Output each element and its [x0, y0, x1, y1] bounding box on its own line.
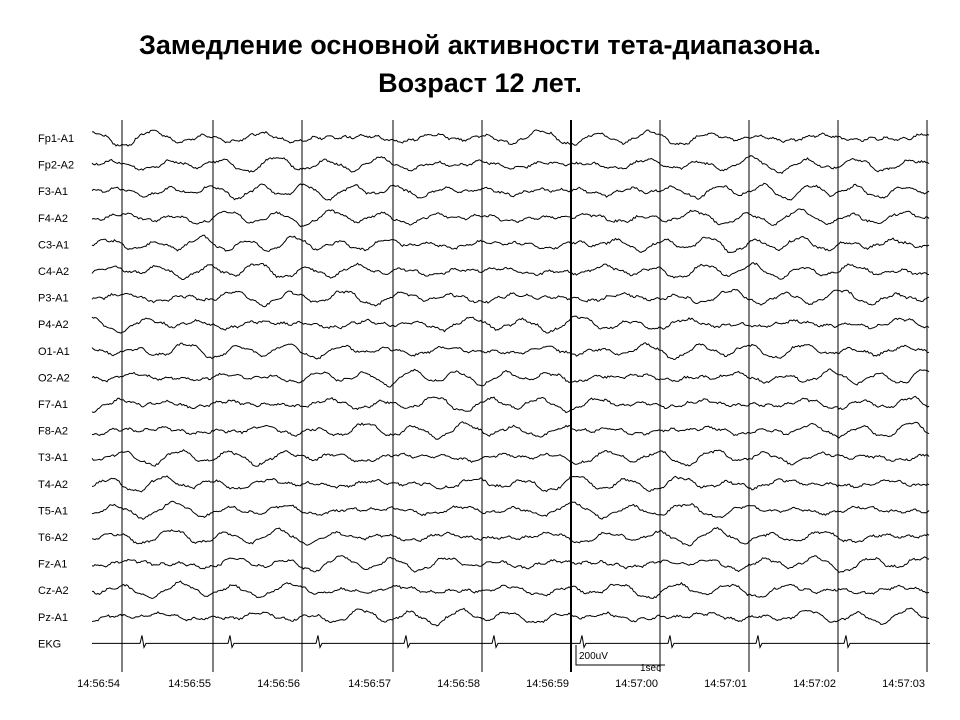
trace	[91, 182, 930, 201]
channel-label: T6-A2	[38, 532, 68, 544]
trace	[91, 262, 930, 280]
channel-label: P3-A1	[38, 293, 69, 305]
trace	[91, 448, 930, 467]
time-label: 14:56:54	[77, 678, 120, 690]
channel-label: F8-A2	[38, 426, 68, 438]
trace	[92, 635, 930, 649]
channel-label: Cz-A2	[38, 585, 69, 597]
trace	[91, 475, 930, 493]
channel-label: O2-A2	[38, 372, 70, 384]
channel-label: Fp2-A2	[38, 160, 74, 172]
channel-label: O1-A1	[38, 346, 70, 358]
scale-amplitude: 200uV	[579, 651, 608, 662]
scale-time: 1sec	[640, 663, 661, 674]
trace	[91, 526, 930, 547]
channel-label: P4-A2	[38, 319, 69, 331]
channel-label: F3-A1	[38, 186, 68, 198]
channel-label: C3-A1	[38, 239, 69, 251]
time-label: 14:56:57	[348, 678, 391, 690]
channel-label: EKG	[38, 638, 61, 650]
scale-marker	[575, 645, 665, 666]
channel-label: T5-A1	[38, 505, 68, 517]
time-label: 14:56:56	[257, 678, 300, 690]
trace	[91, 580, 930, 600]
trace	[91, 607, 930, 627]
time-label: 14:57:00	[615, 678, 658, 690]
channel-label: F7-A1	[38, 399, 68, 411]
time-label: 14:57:01	[704, 678, 747, 690]
trace	[91, 342, 930, 361]
trace	[91, 421, 930, 440]
trace	[91, 288, 930, 308]
trace	[91, 234, 930, 253]
trace	[91, 500, 930, 521]
trace	[92, 129, 930, 147]
channel-label: C4-A2	[38, 266, 69, 278]
channel-label: Pz-A1	[38, 612, 68, 624]
trace	[91, 155, 930, 174]
title-line-1: Замедление основной активности тета-диап…	[138, 30, 822, 60]
channel-label: Fz-A1	[38, 559, 67, 571]
channel-label: Fp1-A1	[38, 133, 74, 145]
channel-label: T3-A1	[38, 452, 68, 464]
trace	[91, 368, 930, 388]
trace	[91, 555, 930, 573]
channel-label: F4-A2	[38, 213, 68, 225]
trace	[91, 208, 930, 228]
channel-label: T4-A2	[38, 479, 68, 491]
title-line-2: Возраст 12 лет.	[378, 68, 582, 98]
time-label: 14:56:55	[168, 678, 211, 690]
time-label: 14:57:03	[882, 678, 925, 690]
time-label: 14:57:02	[793, 678, 836, 690]
trace	[91, 315, 930, 334]
trace	[91, 395, 930, 414]
time-label: 14:56:59	[526, 678, 569, 690]
time-label: 14:56:58	[437, 678, 480, 690]
